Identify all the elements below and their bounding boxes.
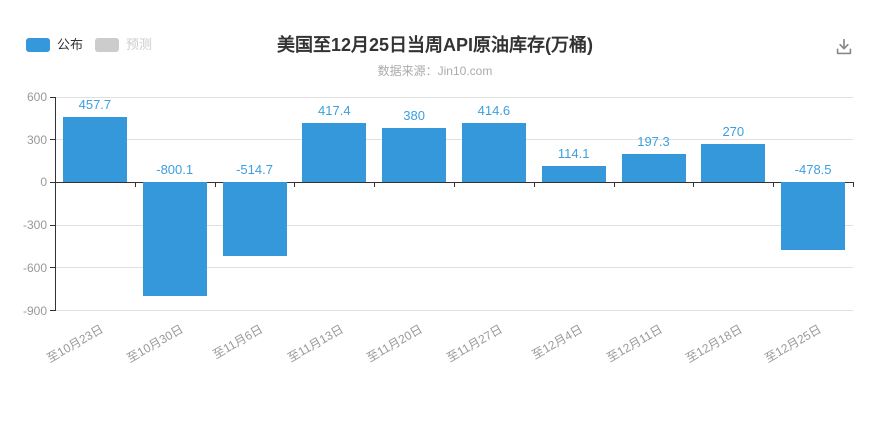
x-axis-label: 至12月25日 [762, 322, 825, 366]
legend-label-published: 公布 [57, 37, 84, 52]
bar-value-label: 270 [722, 123, 745, 139]
x-axis-tick [773, 182, 775, 188]
y-axis-label: 600 [26, 90, 47, 104]
x-axis-label: 至10月30日 [124, 322, 186, 366]
y-gridline [55, 139, 853, 141]
y-gridline [55, 267, 853, 269]
x-axis-label: 至11月27日 [444, 322, 505, 366]
y-axis-label: 300 [26, 132, 47, 147]
x-axis-tick [693, 182, 695, 188]
legend-item-forecast[interactable]: 预测 [95, 38, 152, 52]
x-axis-tick [853, 182, 854, 188]
y-axis-tick [50, 224, 55, 226]
bar[interactable] [461, 123, 526, 183]
x-axis-label: 至12月4日 [529, 322, 585, 363]
bar[interactable] [781, 182, 846, 251]
x-axis-tick [374, 182, 376, 188]
x-axis-label: 至11月20日 [364, 322, 426, 366]
bar-value-label: -800.1 [156, 162, 194, 178]
y-axis-tick [50, 181, 55, 183]
x-axis-label: 至12月11日 [603, 322, 665, 366]
x-axis-tick [613, 182, 615, 188]
bar[interactable] [382, 128, 447, 183]
y-axis-label: -600 [22, 260, 47, 275]
chart-subtitle: 数据来源：Jin10.com [377, 64, 493, 78]
bar[interactable] [701, 143, 766, 183]
bar[interactable] [222, 182, 287, 256]
bar-value-label: -478.5 [794, 162, 832, 178]
bar-value-label: 114.1 [557, 146, 590, 162]
y-axis-label: 0 [40, 175, 47, 190]
x-axis-tick [214, 182, 216, 188]
x-axis-tick [134, 182, 136, 188]
x-axis-tick [454, 182, 455, 188]
chart-title: 美国至12月25日当周API原油库存(万桶) [276, 35, 594, 55]
x-axis-tick [533, 182, 535, 188]
bar-value-label: 417.4 [318, 102, 351, 118]
y-axis-label: -900 [22, 303, 47, 318]
x-axis-tick [294, 182, 296, 188]
x-axis-label: 至11月13日 [284, 322, 346, 366]
bar[interactable] [541, 166, 606, 183]
bar-value-label: 414.6 [477, 103, 511, 119]
x-axis-label: 至12月18日 [683, 322, 745, 366]
bar-value-label: 380 [403, 108, 425, 124]
y-axis-label: -300 [22, 218, 47, 233]
bar[interactable] [621, 154, 686, 183]
legend: 公布 预测 [26, 38, 152, 52]
y-gridline [55, 310, 853, 311]
x-axis-label: 至11月6日 [210, 322, 266, 362]
legend-swatch-published [26, 38, 50, 52]
y-axis-tick [50, 310, 55, 311]
legend-swatch-forecast [95, 38, 120, 52]
download-icon[interactable] [833, 36, 857, 60]
bar-value-label: 457.7 [78, 97, 112, 113]
bar[interactable] [62, 117, 127, 183]
x-axis-label: 至10月23日 [44, 322, 106, 366]
bar-value-label: -514.7 [236, 162, 273, 178]
legend-label-forecast: 预测 [126, 37, 153, 52]
y-axis-tick [50, 139, 55, 141]
legend-item-published[interactable]: 公布 [26, 38, 83, 52]
x-axis-tick [55, 182, 56, 188]
y-gridline [55, 96, 853, 98]
bar-value-label: 197.3 [637, 134, 670, 150]
y-gridline [55, 224, 853, 226]
y-axis-tick [50, 267, 55, 269]
y-axis-tick [50, 96, 55, 98]
y-axis-line [55, 97, 56, 311]
bar[interactable] [302, 122, 367, 183]
bar[interactable] [142, 182, 207, 297]
